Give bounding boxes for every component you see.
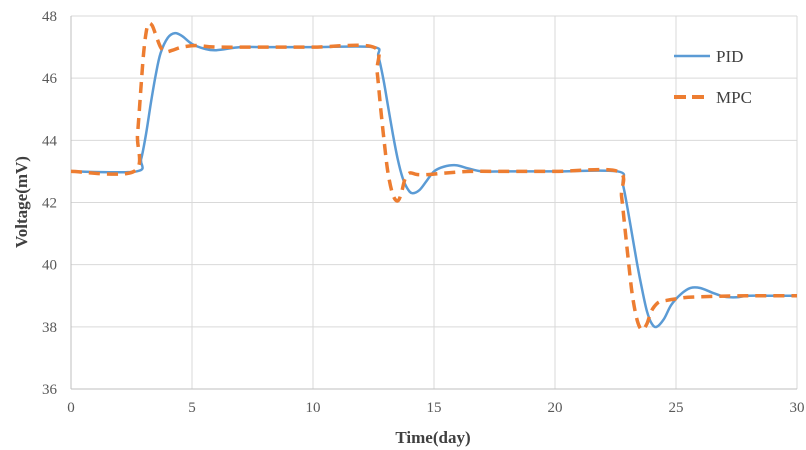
x-axis-title: Time(day) (395, 428, 470, 447)
x-tick-label: 0 (67, 400, 75, 416)
x-tick-label: 30 (790, 400, 805, 416)
x-tick-label: 10 (306, 400, 321, 416)
series-lines (70, 21, 798, 332)
y-tick-label: 48 (42, 9, 57, 25)
series-line-pid (70, 31, 797, 329)
y-tick-label: 46 (42, 71, 58, 87)
x-tick-label: 15 (427, 400, 442, 416)
x-tick-label: 20 (548, 400, 563, 416)
legend: PID MPC (674, 47, 752, 107)
series-line-mpc (70, 21, 798, 332)
x-tick-label: 25 (669, 400, 684, 416)
y-tick-label: 42 (42, 196, 57, 212)
grid (71, 15, 798, 390)
axes (70, 16, 797, 390)
x-tick-label: 5 (188, 400, 196, 416)
y-tick-label: 36 (42, 382, 58, 398)
y-tick-label: 40 (42, 258, 57, 274)
y-axis-title: Voltage(mV) (12, 156, 31, 248)
legend-label-pid: PID (716, 47, 743, 66)
y-tick-label: 38 (42, 320, 57, 336)
legend-label-mpc: MPC (716, 88, 752, 107)
y-tick-label: 44 (42, 133, 58, 149)
tick-labels: 36 38 40 42 44 46 48 0 5 10 15 20 25 30 (42, 9, 805, 416)
